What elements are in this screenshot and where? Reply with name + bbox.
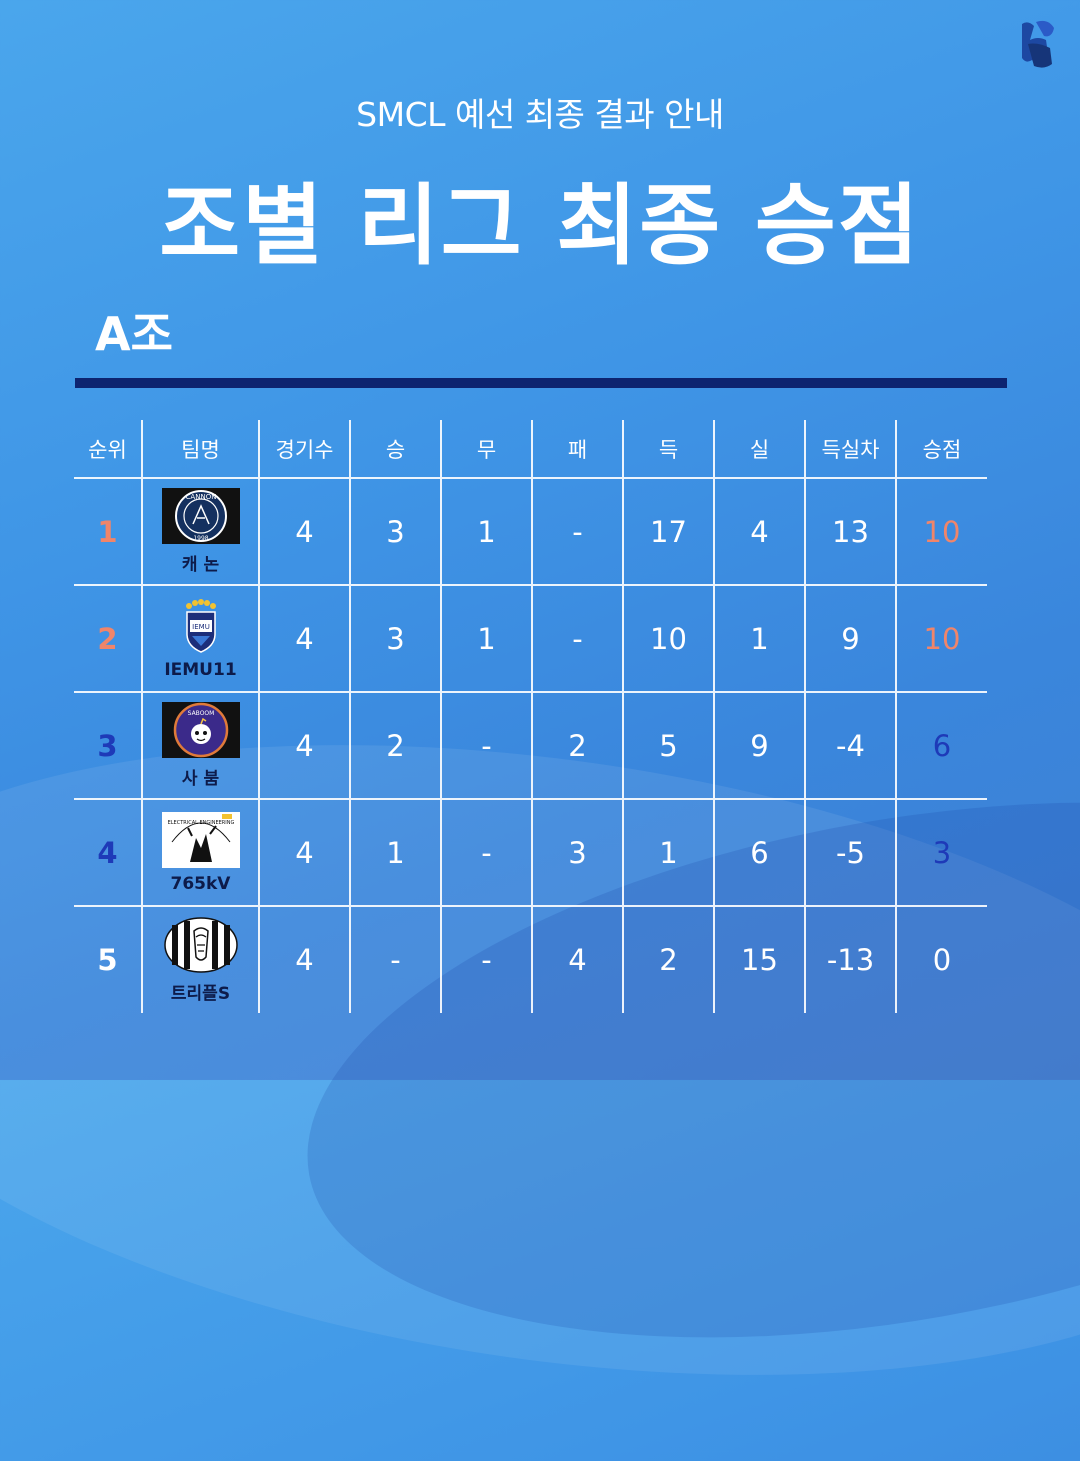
team-name: 765kV (170, 873, 231, 894)
team-cell: SABOOM 사 붐 (141, 691, 259, 799)
loss-cell: 2 (531, 691, 623, 799)
team-cell: CANNON 1998 캐 논 (141, 477, 259, 585)
points-cell: 6 (895, 691, 987, 799)
iemu11-logo: IEMU (185, 598, 216, 653)
page-title: 조별 리그 최종 승점 (159, 174, 921, 277)
header-team: 팀명 (141, 420, 259, 478)
win-cell: 3 (349, 477, 441, 585)
goals-against-cell: 15 (713, 905, 805, 1013)
goals-for-cell: 17 (622, 477, 714, 585)
cannon-logo-text: CANNON (185, 493, 216, 501)
header-win: 승 (349, 420, 441, 478)
table-row: 3 SABOOM 사 붐 4 2 - 2 5 9 -4 6 (74, 691, 987, 799)
table-header-row: 순위 팀명 경기수 승 무 패 득 실 득실차 승점 (74, 420, 987, 478)
goal-difference-cell: -5 (804, 798, 896, 906)
table-row: 4 ELECTRICAL ENGINEERING 765kV 4 1 - 3 1… (74, 798, 987, 906)
goal-difference-cell: 9 (804, 584, 896, 692)
table-row: 5 트리플S 4 - - 4 2 (74, 905, 987, 1013)
points-cell: 10 (895, 584, 987, 692)
divider (75, 378, 1007, 388)
played-cell: 4 (258, 691, 350, 799)
played-cell: 4 (258, 477, 350, 585)
header-draw: 무 (440, 420, 532, 478)
rank-cell: 1 (74, 477, 142, 585)
played-cell: 4 (258, 905, 350, 1013)
cannon-logo-year: 1998 (193, 535, 208, 542)
header-played: 경기수 (258, 420, 350, 478)
team-name: 트리플S (170, 983, 231, 1004)
cannon-logo: CANNON 1998 (161, 488, 240, 544)
points-cell: 10 (895, 477, 987, 585)
goal-difference-cell: 13 (804, 477, 896, 585)
team-cell: ELECTRICAL ENGINEERING 765kV (141, 798, 259, 906)
triples-logo (163, 916, 238, 973)
points-cell: 3 (895, 798, 987, 906)
win-cell: 2 (349, 691, 441, 799)
draw-cell: 1 (440, 584, 532, 692)
team-name: IEMU11 (164, 659, 237, 680)
group-label: A조 (95, 307, 173, 361)
team-name: 사 붐 (181, 769, 220, 789)
saboom-logo: SABOOM (161, 702, 240, 758)
table-row: 1 CANNON 1998 캐 논 4 3 1 - 17 4 13 10 (74, 477, 987, 585)
played-cell: 4 (258, 798, 350, 906)
rank-cell: 2 (74, 584, 142, 692)
win-cell: 3 (349, 584, 441, 692)
goals-for-cell: 1 (622, 798, 714, 906)
loss-cell: 3 (531, 798, 623, 906)
team-cell: IEMU IEMU11 (141, 584, 259, 692)
goals-against-cell: 4 (713, 477, 805, 585)
rank-cell: 5 (74, 905, 142, 1013)
765kv-logo: ELECTRICAL ENGINEERING (161, 811, 240, 868)
goals-for-cell: 5 (622, 691, 714, 799)
points-cell: 0 (895, 905, 987, 1013)
header-loss: 패 (531, 420, 623, 478)
goal-difference-cell: -13 (804, 905, 896, 1013)
win-cell: 1 (349, 798, 441, 906)
draw-cell: - (440, 905, 532, 1013)
rank-cell: 4 (74, 798, 142, 906)
goals-against-cell: 6 (713, 798, 805, 906)
page-subtitle: SMCL 예선 최종 결과 안내 (356, 95, 724, 134)
loss-cell: 4 (531, 905, 623, 1013)
header-points: 승점 (895, 420, 987, 478)
win-cell: - (349, 905, 441, 1013)
standings-table: 순위 팀명 경기수 승 무 패 득 실 득실차 승점 1 CANNON 199 (74, 420, 987, 1013)
ee-logo-text: ELECTRICAL ENGINEERING (167, 820, 234, 826)
loss-cell: - (531, 477, 623, 585)
draw-cell: - (440, 691, 532, 799)
header-rank: 순위 (88, 437, 127, 462)
played-cell: 4 (258, 584, 350, 692)
table-row: 2 IEMU IEMU11 4 3 1 - 10 1 9 10 (74, 584, 987, 692)
club-emblem-icon (1022, 20, 1054, 68)
goals-against-cell: 1 (713, 584, 805, 692)
draw-cell: - (440, 798, 532, 906)
goal-difference-cell: -4 (804, 691, 896, 799)
draw-cell: 1 (440, 477, 532, 585)
saboom-logo-text: SABOOM (187, 710, 214, 717)
rank-cell: 3 (74, 691, 142, 799)
iemu-logo-text: IEMU (192, 623, 210, 631)
loss-cell: - (531, 584, 623, 692)
header-goals-for: 득 (622, 420, 714, 478)
header-goals-against: 실 (713, 420, 805, 478)
goals-for-cell: 10 (622, 584, 714, 692)
team-name: 캐 논 (181, 555, 220, 575)
goals-for-cell: 2 (622, 905, 714, 1013)
goals-against-cell: 9 (713, 691, 805, 799)
team-cell: 트리플S (141, 905, 259, 1013)
header-goal-difference: 득실차 (804, 420, 896, 478)
